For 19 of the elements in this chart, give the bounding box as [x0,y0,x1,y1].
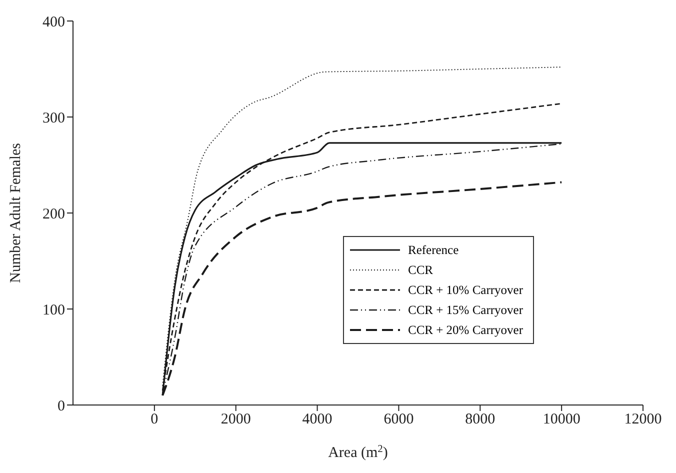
legend-label: CCR [408,262,434,278]
x-tick-label: 10000 [542,412,580,428]
x-tick-label: 12000 [624,412,662,428]
x-tick-label: 6000 [384,412,414,428]
x-tick-label: 2000 [220,412,251,428]
legend-label: CCR + 20% Carryover [408,322,524,338]
y-tick-label: 0 [58,398,65,414]
y-axis-title: Number Adult Females [8,142,24,283]
y-tick-label: 300 [42,110,65,126]
legend-label: Reference [408,242,459,258]
y-tick-label: 200 [42,206,65,222]
x-tick-label: 8000 [465,412,496,428]
x-axis-title: Area (m$^{2}$) [328,444,388,461]
legend-label: CCR + 15% Carryover [408,302,524,318]
legend-label: CCR + 10% Carryover [408,282,524,298]
x-tick-label: 0 [150,412,158,428]
y-tick-label: 100 [42,302,65,318]
y-tick-label: 400 [42,14,65,30]
x-tick-label: 4000 [302,412,332,428]
